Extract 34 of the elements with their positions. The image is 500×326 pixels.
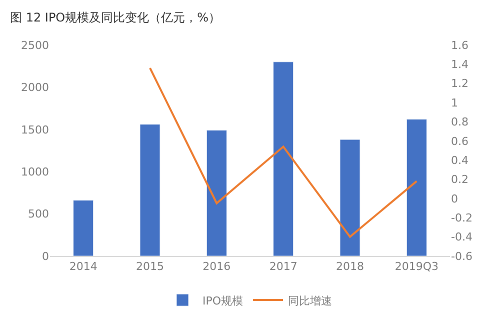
y-tick-label: 1000 — [21, 165, 49, 178]
y-tick-label: 2000 — [21, 81, 49, 94]
x-tick-label: 2018 — [336, 260, 364, 274]
x-tick-label: 2017 — [269, 260, 298, 274]
bar — [406, 119, 427, 256]
chart-title: 图 12 IPO规模及同比变化（亿元，%） — [10, 10, 221, 24]
y2-tick-label: 1.6 — [451, 38, 468, 52]
bar — [206, 130, 227, 256]
y-tick-label: 500 — [28, 208, 49, 221]
bar — [273, 62, 294, 256]
y2-tick-label: 0 — [451, 192, 458, 206]
legend-label: IPO规模 — [202, 294, 244, 308]
y2-tick-label: -0.4 — [451, 230, 472, 244]
bar — [73, 200, 94, 256]
bar — [340, 139, 360, 256]
y-tick-label: 2500 — [21, 38, 49, 52]
y2-tick-label: -0.2 — [451, 211, 472, 224]
bar — [140, 124, 160, 256]
y-tick-label: 0 — [42, 250, 49, 263]
line-series — [149, 67, 418, 238]
x-tick-label: 2015 — [136, 260, 164, 274]
y2-tick-label: 1.2 — [451, 77, 468, 90]
x-tick-label: 2016 — [202, 260, 231, 274]
x-tick-label: 2014 — [69, 260, 98, 274]
y2-tick-label: 1.4 — [451, 58, 468, 72]
y2-tick-label: -0.6 — [451, 250, 472, 263]
legend-label: 同比增速 — [288, 294, 332, 308]
y-tick-label: 1500 — [21, 123, 49, 136]
y2-tick-label: 0.4 — [451, 154, 468, 167]
x-tick-label: 2019Q3 — [394, 260, 438, 274]
y2-tick-label: 0.6 — [451, 134, 468, 148]
y2-tick-label: 0.8 — [451, 116, 468, 129]
y2-tick-label: 0.2 — [451, 173, 468, 186]
y2-tick-label: 1 — [451, 96, 458, 110]
